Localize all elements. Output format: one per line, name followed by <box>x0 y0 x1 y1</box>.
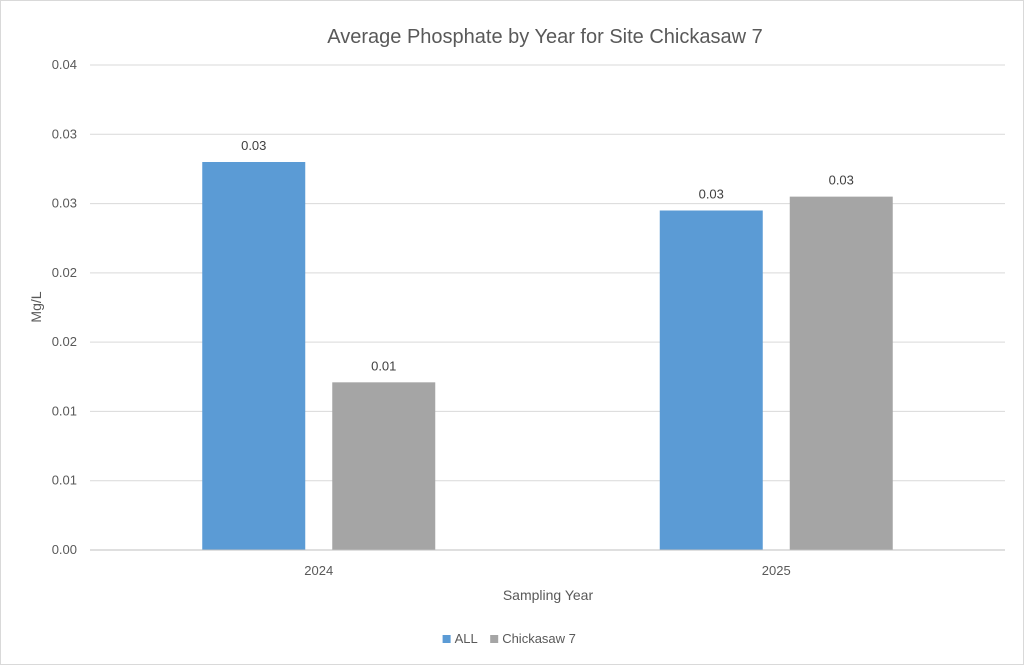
y-tick-label: 0.03 <box>52 196 77 211</box>
legend-swatch <box>490 635 499 643</box>
x-axis-title: Sampling Year <box>503 587 594 603</box>
y-tick-label: 0.00 <box>52 542 77 557</box>
data-labels: 0.03 0.01 0.03 0.03 <box>241 138 854 373</box>
legend-label: Chickasaw 7 <box>502 631 576 646</box>
bar-all-2024 <box>202 162 306 550</box>
y-tick-label: 0.04 <box>52 57 77 72</box>
y-tick-label: 0.02 <box>52 334 77 349</box>
legend: ALL Chickasaw 7 <box>442 631 576 646</box>
bars <box>202 162 893 550</box>
data-label: 0.03 <box>699 187 724 202</box>
data-label: 0.01 <box>371 358 396 373</box>
x-tick-label: 2024 <box>304 563 333 578</box>
x-tick-label: 2025 <box>762 563 791 578</box>
y-axis-title: Mg/L <box>28 291 44 322</box>
y-axis-ticks: 0.00 0.01 0.01 0.02 0.02 0.03 0.03 0.04 <box>52 57 77 557</box>
chart-title: Average Phosphate by Year for Site Chick… <box>327 26 762 48</box>
bar-chickasaw-7-2025 <box>789 196 893 550</box>
legend-label: ALL <box>455 631 478 646</box>
data-label: 0.03 <box>241 138 266 153</box>
y-tick-label: 0.01 <box>52 403 77 418</box>
y-tick-label: 0.01 <box>52 473 77 488</box>
x-axis-ticks: 2024 2025 <box>304 563 790 578</box>
y-tick-label: 0.03 <box>52 126 77 141</box>
legend-swatch <box>442 635 451 643</box>
bar-chickasaw-7-2024 <box>332 382 436 550</box>
bar-all-2025 <box>659 210 763 550</box>
y-tick-label: 0.02 <box>52 265 77 280</box>
data-label: 0.03 <box>829 173 854 188</box>
